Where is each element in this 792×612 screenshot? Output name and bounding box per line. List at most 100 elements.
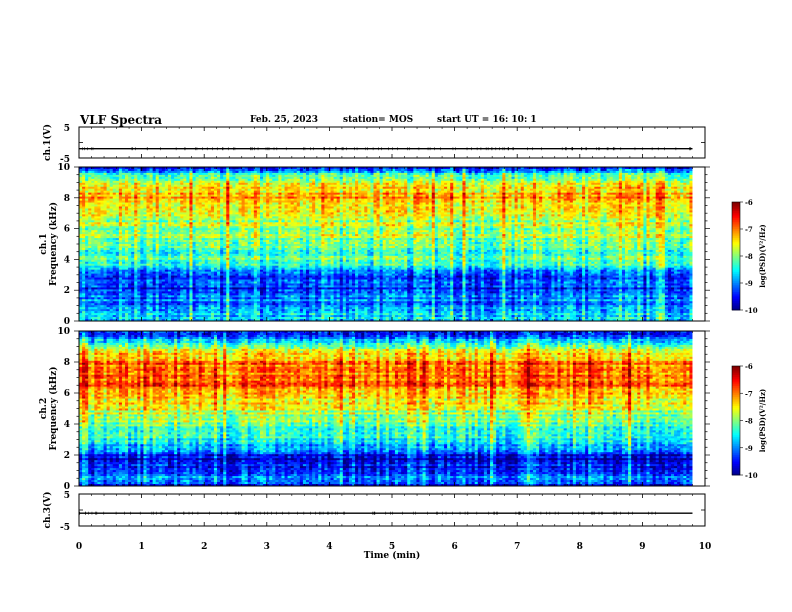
spectrogram-cell	[223, 168, 227, 172]
spectrogram-cell	[220, 172, 224, 176]
spectrogram-cell	[563, 176, 568, 180]
spectrogram-cell	[174, 180, 178, 184]
spectrogram-cell	[526, 180, 531, 184]
spectrogram-cell	[333, 192, 338, 196]
spectrogram-cell	[655, 184, 660, 188]
spectrogram-cell	[649, 168, 654, 172]
spectrogram-cell	[394, 186, 399, 190]
spectrogram-cell	[324, 192, 328, 196]
spectrogram-cell	[201, 194, 206, 198]
spectrogram-cell	[296, 174, 301, 178]
spectrogram-cell	[618, 180, 623, 184]
spectrogram-cell	[177, 168, 181, 172]
spectrogram-cell	[462, 180, 466, 184]
spectrogram-cell	[578, 176, 583, 180]
spectrogram-cell	[554, 168, 558, 172]
spectrogram-cell	[315, 184, 319, 188]
spectrogram-cell	[186, 186, 190, 190]
spectrogram-cell	[428, 184, 433, 188]
spectrogram-cell	[603, 174, 607, 178]
spectrogram-cell	[91, 182, 95, 186]
spectrogram-cell	[103, 168, 108, 172]
spectrogram-cell	[416, 180, 420, 184]
spectrogram-cell	[256, 168, 261, 172]
spectrogram-cell	[146, 174, 150, 178]
spectrogram-cell	[413, 170, 417, 174]
spectrogram-cell	[689, 180, 693, 184]
spectrogram-cell	[643, 172, 647, 176]
spectrogram-cell	[428, 168, 433, 172]
spectrogram-cell	[223, 170, 227, 174]
spectrogram-cell	[637, 176, 641, 180]
spectrogram-cell	[508, 194, 512, 198]
spectrogram-cell	[217, 186, 221, 190]
spectrogram-cell	[125, 180, 129, 184]
spectrogram-cell	[444, 178, 448, 182]
spectrogram-cell	[508, 180, 512, 184]
spectrogram-cell	[158, 176, 163, 180]
spectrogram-cell	[563, 184, 568, 188]
spectrogram-cell	[115, 186, 120, 190]
spectrogram-cell	[333, 178, 338, 182]
spectrogram-cell	[499, 167, 503, 170]
spectrogram-cell	[278, 176, 282, 180]
spectrogram-cell	[299, 184, 304, 188]
spectrogram-cell	[112, 190, 117, 194]
spectrogram-cell	[143, 194, 147, 198]
spectrogram-cell	[425, 178, 430, 182]
spectrogram-cell	[348, 182, 353, 186]
spectrogram-cell	[164, 184, 169, 188]
spectrogram-cell	[631, 184, 635, 188]
spectrogram-cell	[229, 188, 233, 192]
spectrogram-cell	[416, 194, 420, 198]
spectrogram-cell	[585, 192, 589, 196]
spectrogram-cell	[459, 168, 463, 172]
spectrogram-cell	[496, 167, 500, 170]
spectrogram-cell	[97, 170, 101, 174]
spectrogram-cell	[330, 167, 334, 170]
spectrogram-cell	[290, 190, 295, 194]
spectrogram-cell	[643, 190, 647, 194]
spectrogram-cell	[177, 178, 181, 182]
spectrogram-cell	[207, 172, 212, 176]
spectrogram-cell	[220, 180, 224, 184]
spectrogram-cell	[667, 184, 672, 188]
spectrogram-cell	[373, 182, 377, 186]
spectrogram-cell	[625, 184, 629, 188]
spectrogram-cell	[161, 192, 166, 196]
spectrogram-cell	[689, 190, 693, 194]
spectrogram-cell	[269, 172, 273, 176]
spectrogram-cell	[677, 186, 681, 190]
start-time-label: start UT = 16: 10: 1	[437, 115, 537, 125]
spectrogram-cell	[658, 188, 663, 192]
spectrogram-cell	[358, 190, 362, 194]
spectrogram-cell	[229, 170, 233, 174]
spectrogram-cell	[385, 186, 390, 190]
spectrogram-cell	[256, 176, 261, 180]
spectrogram-cell	[505, 172, 509, 176]
spectrogram-cell	[683, 184, 687, 188]
spectrogram-cell	[649, 186, 654, 190]
spectrogram-cell	[290, 186, 295, 190]
spectrogram-cell	[345, 186, 350, 190]
spectrogram-cell	[263, 194, 267, 198]
spectrogram-cell	[238, 180, 242, 184]
spectrogram-cell	[106, 176, 111, 180]
spectrogram-cell	[183, 178, 187, 182]
spectrogram-cell	[106, 184, 111, 188]
spectrogram-cell	[677, 182, 681, 186]
spectrogram-cell	[155, 178, 160, 182]
spectrogram-cell	[683, 167, 687, 170]
spectrogram-cell	[413, 168, 417, 172]
spectrogram-cell	[226, 168, 230, 172]
spectrogram-cell	[483, 170, 488, 174]
spectrogram-cell	[253, 188, 258, 192]
spectrogram-cell	[336, 176, 341, 180]
spectrogram-cell	[342, 176, 347, 180]
spectrogram-cell	[496, 170, 500, 174]
spectrogram-cell	[680, 188, 684, 192]
spectrogram-cell	[394, 178, 399, 182]
spectrogram-cell	[164, 194, 169, 198]
spectrogram-cell	[652, 172, 657, 176]
spectrogram-cell	[143, 174, 147, 178]
